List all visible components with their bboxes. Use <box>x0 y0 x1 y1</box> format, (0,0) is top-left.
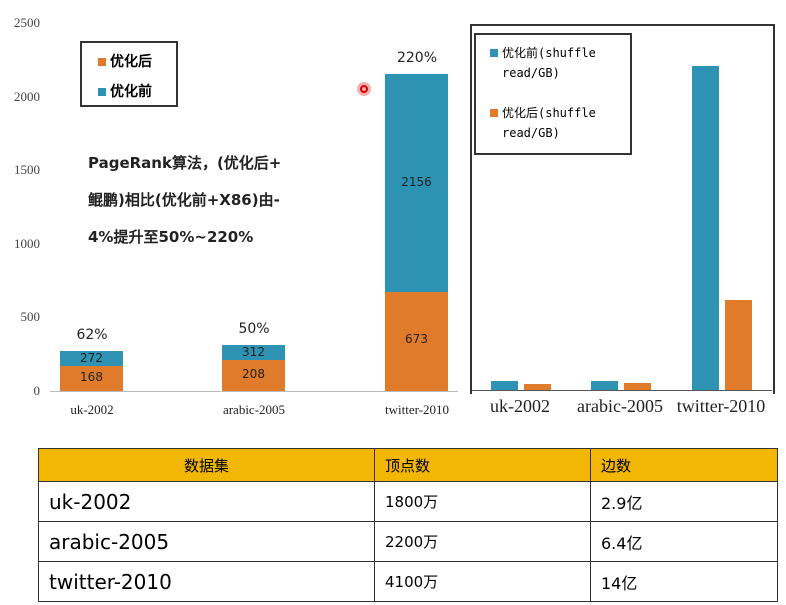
x-axis-line <box>472 390 772 391</box>
table-row: twitter-2010 4100万 14亿 <box>38 561 778 602</box>
y-tick-label: 2500 <box>14 15 40 30</box>
x-tick-label: twitter-2010 <box>384 402 449 417</box>
header-vertices: 顶点数 <box>374 448 591 482</box>
bar-after <box>524 384 551 390</box>
x-tick-label: arabic-2005 <box>577 396 663 416</box>
y-tick-label: 1500 <box>14 162 40 178</box>
x-tick-label: arabic-2005 <box>222 402 286 417</box>
legend-label-before: 优化前 <box>110 84 152 100</box>
legend-label-after-unit: read/GB) <box>502 126 560 140</box>
legend-label-after: 优化后(shuffle <box>502 106 596 120</box>
bar-before <box>591 381 618 390</box>
cell: twitter-2010 <box>38 561 375 602</box>
table-row: arabic-2005 2200万 6.4亿 <box>38 521 778 562</box>
bar-after <box>385 291 448 391</box>
chart-note: PageRank算法，(优化后+ 鲲鹏)相比(优化前+X86)由- 4%提升至5… <box>88 145 281 256</box>
cell: 1800万 <box>374 481 591 522</box>
header-dataset: 数据集 <box>38 448 375 482</box>
left-legend: 优化后 优化前 <box>80 41 178 107</box>
legend-label-before-unit: read/GB) <box>502 66 560 80</box>
bar-before <box>491 381 518 390</box>
y-tick-label: 0 <box>33 383 41 398</box>
cell: uk-2002 <box>38 481 375 522</box>
header-edges: 边数 <box>590 448 778 482</box>
improvement-label: 62% <box>76 326 108 343</box>
legend-label-before: 优化前(shuffle <box>502 46 596 60</box>
bar-before <box>692 65 719 390</box>
cell: 2200万 <box>374 521 591 562</box>
right-legend: 优化前(shuffle read/GB) 优化后(shuffle read/GB) <box>474 33 632 155</box>
note-line: 鲲鹏)相比(优化前+X86)由- <box>88 191 280 209</box>
legend-swatch-before <box>98 88 106 96</box>
right-chart-frame <box>470 24 775 394</box>
data-label-before: 272 <box>80 350 103 365</box>
data-label-after: 673 <box>405 332 428 347</box>
data-label-after: 208 <box>242 366 265 381</box>
cell: 14亿 <box>590 561 778 602</box>
improvement-label: 50% <box>238 321 270 338</box>
x-axis-line <box>50 391 458 392</box>
bar-after <box>624 383 651 390</box>
improvement-label: 220% <box>396 49 438 66</box>
cell: 4100万 <box>374 561 591 602</box>
bar-after <box>60 366 123 391</box>
x-tick-label: twitter-2010 <box>676 396 766 416</box>
cell: 6.4亿 <box>590 521 778 562</box>
legend-swatch-after <box>98 58 106 66</box>
cell: arabic-2005 <box>38 521 375 562</box>
dataset-table: 数据集 顶点数 边数 uk-2002 1800万 2.9亿 arabic-2005 2… <box>38 448 778 602</box>
y-tick-label: 1000 <box>14 235 40 251</box>
bar-after <box>222 360 285 391</box>
legend-swatch-before <box>490 49 498 57</box>
x-tick-label: uk-2002 <box>70 402 114 417</box>
data-label-before: 2156 <box>401 174 432 189</box>
legend-swatch-after <box>490 109 498 117</box>
data-label-before: 312 <box>242 345 265 360</box>
cursor-marker-icon <box>357 82 371 96</box>
table-header: 数据集 顶点数 边数 <box>38 448 778 482</box>
legend-label-after: 优化后 <box>110 54 152 70</box>
data-label-after: 168 <box>80 369 103 384</box>
note-line: PageRank算法，(优化后+ <box>88 154 282 172</box>
y-tick-label: 2000 <box>14 88 40 104</box>
y-tick-label: 500 <box>20 309 41 325</box>
cell: 2.9亿 <box>590 481 778 522</box>
x-tick-label: uk-2002 <box>490 396 550 416</box>
bar-after <box>725 300 752 390</box>
table-row: uk-2002 1800万 2.9亿 <box>38 481 778 522</box>
note-line: 4%提升至50%~220% <box>88 228 254 246</box>
